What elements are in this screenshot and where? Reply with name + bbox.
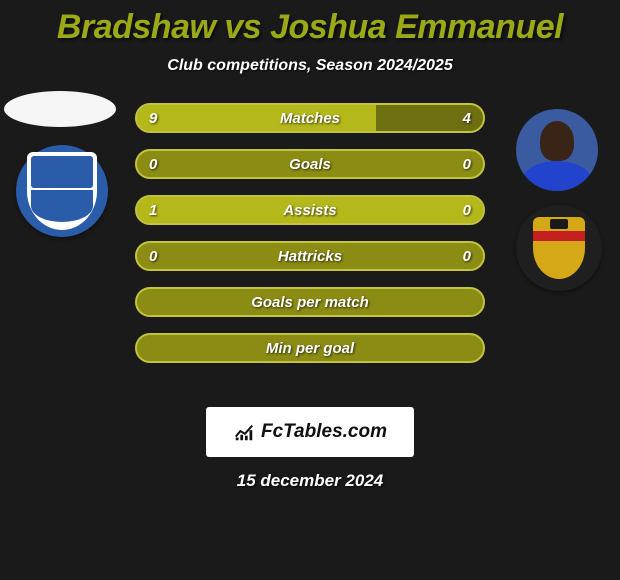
stat-value-left: 9 [149, 110, 157, 127]
chart-icon [233, 421, 255, 443]
stat-row: 9 Matches 4 [135, 103, 485, 133]
stat-value-left: 0 [149, 156, 157, 173]
watermark: FcTables.com [206, 407, 414, 457]
stat-value-right: 4 [463, 110, 471, 127]
stat-label: Hattricks [278, 248, 342, 265]
stat-label: Min per goal [266, 340, 354, 357]
stat-value-right: 0 [463, 248, 471, 265]
player1-club-badge [16, 145, 108, 237]
player2-club-badge [516, 205, 602, 291]
page-subtitle: Club competitions, Season 2024/2025 [0, 57, 620, 75]
stat-label: Goals [289, 156, 331, 173]
club-crest-icon [533, 217, 585, 279]
stat-value-right: 0 [463, 156, 471, 173]
stat-row: Goals per match [135, 287, 485, 317]
stat-label: Assists [283, 202, 336, 219]
stat-value-left: 1 [149, 202, 157, 219]
date-label: 15 december 2024 [0, 471, 620, 491]
stat-row: 0 Goals 0 [135, 149, 485, 179]
stat-bars: 9 Matches 4 0 Goals 0 1 Assists 0 0 Hattricks 0 Goal… [135, 103, 485, 363]
left-player-column [4, 91, 124, 237]
stat-value-left: 0 [149, 248, 157, 265]
player1-avatar-placeholder [4, 91, 116, 127]
page-title: Bradshaw vs Joshua Emmanuel [0, 0, 620, 47]
club-crest-icon [27, 152, 97, 230]
stat-value-right: 0 [463, 202, 471, 219]
watermark-text: FcTables.com [261, 421, 387, 443]
stat-label: Goals per match [251, 294, 369, 311]
stat-row: 1 Assists 0 [135, 195, 485, 225]
main-area: 9 Matches 4 0 Goals 0 1 Assists 0 0 Hattricks 0 Goal… [0, 103, 620, 403]
stat-row: 0 Hattricks 0 [135, 241, 485, 271]
stat-row: Min per goal [135, 333, 485, 363]
right-player-column [516, 109, 616, 291]
player2-avatar [516, 109, 598, 191]
comparison-card: Bradshaw vs Joshua Emmanuel Club competi… [0, 0, 620, 491]
stat-label: Matches [280, 110, 340, 127]
